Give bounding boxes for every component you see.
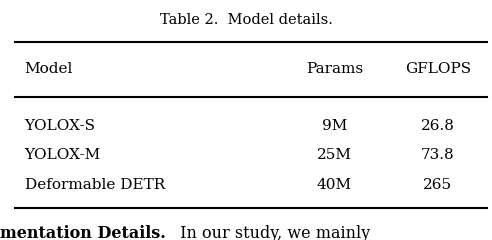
Text: Model: Model	[25, 62, 73, 76]
Text: Table 2.  Model details.: Table 2. Model details.	[159, 13, 333, 27]
Text: Deformable DETR: Deformable DETR	[25, 178, 165, 192]
Text: Params: Params	[306, 62, 363, 76]
Text: 265: 265	[423, 178, 453, 192]
Text: In our study, we mainly: In our study, we mainly	[175, 225, 370, 240]
Text: mentation Details.: mentation Details.	[0, 225, 166, 240]
Text: GFLOPS: GFLOPS	[405, 62, 471, 76]
Text: 26.8: 26.8	[421, 119, 455, 133]
Text: YOLOX-S: YOLOX-S	[25, 119, 95, 133]
Text: 25M: 25M	[317, 149, 352, 162]
Text: 9M: 9M	[322, 119, 347, 133]
Text: 73.8: 73.8	[421, 149, 455, 162]
Text: 40M: 40M	[317, 178, 352, 192]
Text: YOLOX-M: YOLOX-M	[25, 149, 101, 162]
